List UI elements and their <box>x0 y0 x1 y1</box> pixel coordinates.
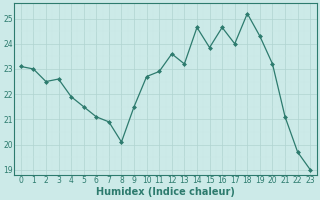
X-axis label: Humidex (Indice chaleur): Humidex (Indice chaleur) <box>96 187 235 197</box>
